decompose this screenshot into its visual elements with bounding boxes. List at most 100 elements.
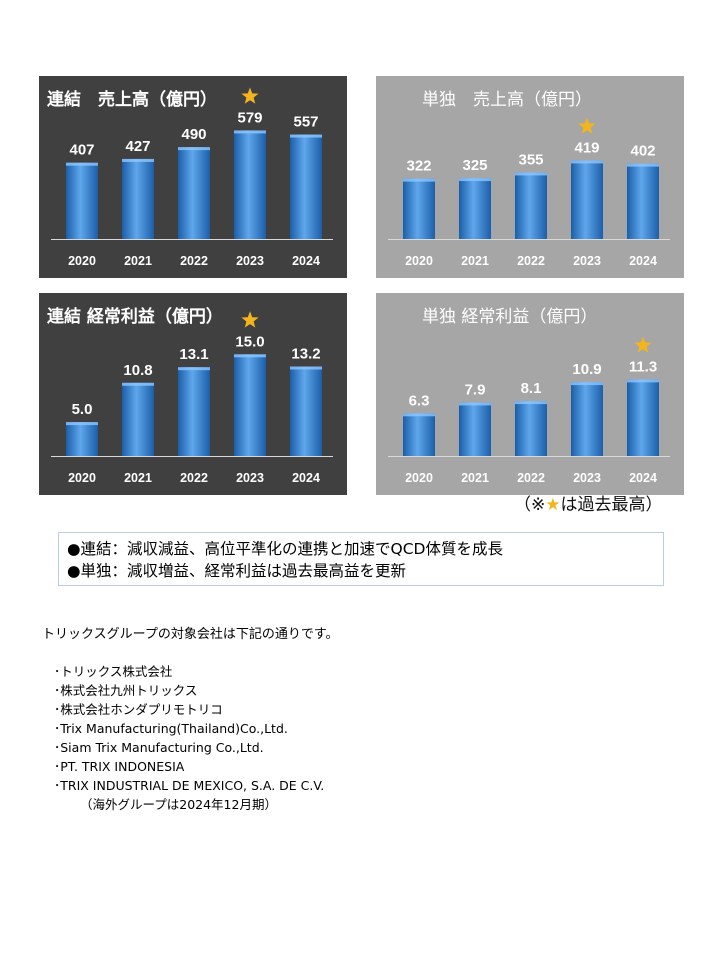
chart-title: 連結 経常利益（億円） <box>47 306 223 327</box>
bar-highlight <box>178 147 210 151</box>
chart-consolidated-profit: 連結 経常利益（億円） 5.0 2020 10.8 2021 13.1 2022 15.0 20… <box>39 293 347 495</box>
bar-highlight <box>515 172 547 176</box>
star-icon: ★ <box>545 495 561 515</box>
bar-highlight <box>571 160 603 164</box>
bar <box>571 160 603 239</box>
x-tick-label: 2024 <box>292 254 320 268</box>
bar <box>403 413 435 456</box>
bar <box>571 382 603 456</box>
x-tick-label: 2023 <box>236 471 264 485</box>
x-tick-label: 2024 <box>629 254 657 268</box>
x-tick-label: 2021 <box>124 471 152 485</box>
x-tick-label: 2021 <box>124 254 152 268</box>
data-label: 355 <box>518 151 543 168</box>
x-tick-label: 2022 <box>517 254 545 268</box>
bar-highlight <box>122 382 154 386</box>
bar <box>290 134 322 239</box>
bar <box>122 158 154 239</box>
group-intro: トリックスグループの対象会社は下記の通りです。 <box>42 627 339 642</box>
bar-highlight <box>403 178 435 182</box>
bar <box>627 379 659 456</box>
record-star-icon <box>578 117 596 134</box>
x-tick-label: 2020 <box>405 471 433 485</box>
bar <box>66 422 98 456</box>
x-tick-label: 2020 <box>68 471 96 485</box>
chart-title: 連結 売上高（億円） <box>47 89 217 110</box>
data-label: 579 <box>237 109 262 126</box>
data-label: 8.1 <box>521 380 542 397</box>
data-label: 427 <box>125 138 150 155</box>
bar-highlight <box>66 162 98 166</box>
bar-highlight <box>459 178 491 182</box>
summary-box: ●連結：減収減益、高位平準化の連携と加速でQCD体質を成長 ●単独：減収増益、経… <box>58 532 664 586</box>
bar-highlight <box>571 382 603 386</box>
note-prefix: （※ <box>514 495 546 515</box>
x-tick-label: 2023 <box>573 254 601 268</box>
record-star-icon <box>634 336 652 353</box>
record-star-icon <box>241 311 259 328</box>
bar-highlight <box>627 379 659 383</box>
company-list: ･トリックス株式会社 ･株式会社九州トリックス ･株式会社ホンダプリモトリコ ･… <box>54 662 324 814</box>
x-tick-label: 2023 <box>236 254 264 268</box>
x-tick-label: 2022 <box>180 471 208 485</box>
bar-highlight <box>515 401 547 405</box>
x-tick-label: 2022 <box>180 254 208 268</box>
bar <box>459 178 491 239</box>
bar-highlight <box>403 413 435 417</box>
data-label: 5.0 <box>72 401 93 418</box>
data-label: 407 <box>69 142 94 159</box>
data-label: 325 <box>462 157 487 174</box>
chart-title: 単独 経常利益（億円） <box>422 307 597 327</box>
x-tick-label: 2020 <box>405 254 433 268</box>
data-label: 557 <box>293 114 318 131</box>
data-label: 6.3 <box>409 392 430 409</box>
x-tick-label: 2023 <box>573 471 601 485</box>
bar <box>234 130 266 239</box>
list-item: ･TRIX INDUSTRIAL DE MEXICO, S.A. DE C.V. <box>54 778 325 793</box>
data-label: 11.3 <box>629 358 657 375</box>
x-tick-label: 2022 <box>517 471 545 485</box>
bar-highlight <box>290 134 322 138</box>
x-tick-label: 2020 <box>68 254 96 268</box>
bar-highlight <box>290 366 322 370</box>
bar-highlight <box>122 158 154 162</box>
record-note: （※★は過去最高） <box>514 490 663 515</box>
data-label: 490 <box>181 126 206 143</box>
summary-single: ●単独：減収増益、経常利益は過去最高益を更新 <box>67 562 407 580</box>
list-item: ･PT. TRIX INDONESIA <box>54 759 185 774</box>
x-tick-label: 2024 <box>292 471 320 485</box>
data-label: 7.9 <box>465 381 486 398</box>
record-star-icon <box>241 87 259 104</box>
data-label: 419 <box>574 139 599 156</box>
bar <box>178 147 210 239</box>
bar <box>66 162 98 239</box>
chart-single-profit: 単独 経常利益（億円） 6.3 2020 7.9 2021 8.1 2022 10.9 2023… <box>376 293 684 495</box>
data-label: 10.8 <box>123 362 152 379</box>
bar <box>122 382 154 456</box>
x-tick-label: 2021 <box>461 254 489 268</box>
bar <box>290 366 322 456</box>
summary-consolidated: ●連結：減収減益、高位平準化の連携と加速でQCD体質を成長 <box>67 540 503 558</box>
bar-highlight <box>234 130 266 134</box>
list-item: ･株式会社九州トリックス <box>54 683 198 698</box>
bar <box>627 163 659 239</box>
data-label: 402 <box>630 143 655 160</box>
bar <box>459 402 491 456</box>
bar <box>403 178 435 239</box>
bar-highlight <box>627 163 659 167</box>
bar <box>234 354 266 456</box>
list-item: ･株式会社ホンダプリモトリコ <box>54 702 223 717</box>
list-item: ･トリックス株式会社 <box>54 664 173 679</box>
bar <box>515 172 547 239</box>
note-suffix: は過去最高） <box>560 495 663 515</box>
data-label: 10.9 <box>572 361 601 378</box>
companies-note: （海外グループは2024年12月期） <box>80 797 277 812</box>
bar-highlight <box>178 367 210 371</box>
bar <box>178 367 210 456</box>
bar-highlight <box>234 354 266 358</box>
data-label: 15.0 <box>235 333 264 350</box>
chart-consolidated-sales: 連結 売上高（億円） 407 2020 427 2021 490 2022 579 2023 55… <box>39 76 347 278</box>
chart-single-sales: 単独 売上高（億円） 322 2020 325 2021 355 2022 419 2023 40… <box>376 76 684 278</box>
chart-title: 単独 売上高（億円） <box>422 90 592 110</box>
bar-highlight <box>66 422 98 426</box>
